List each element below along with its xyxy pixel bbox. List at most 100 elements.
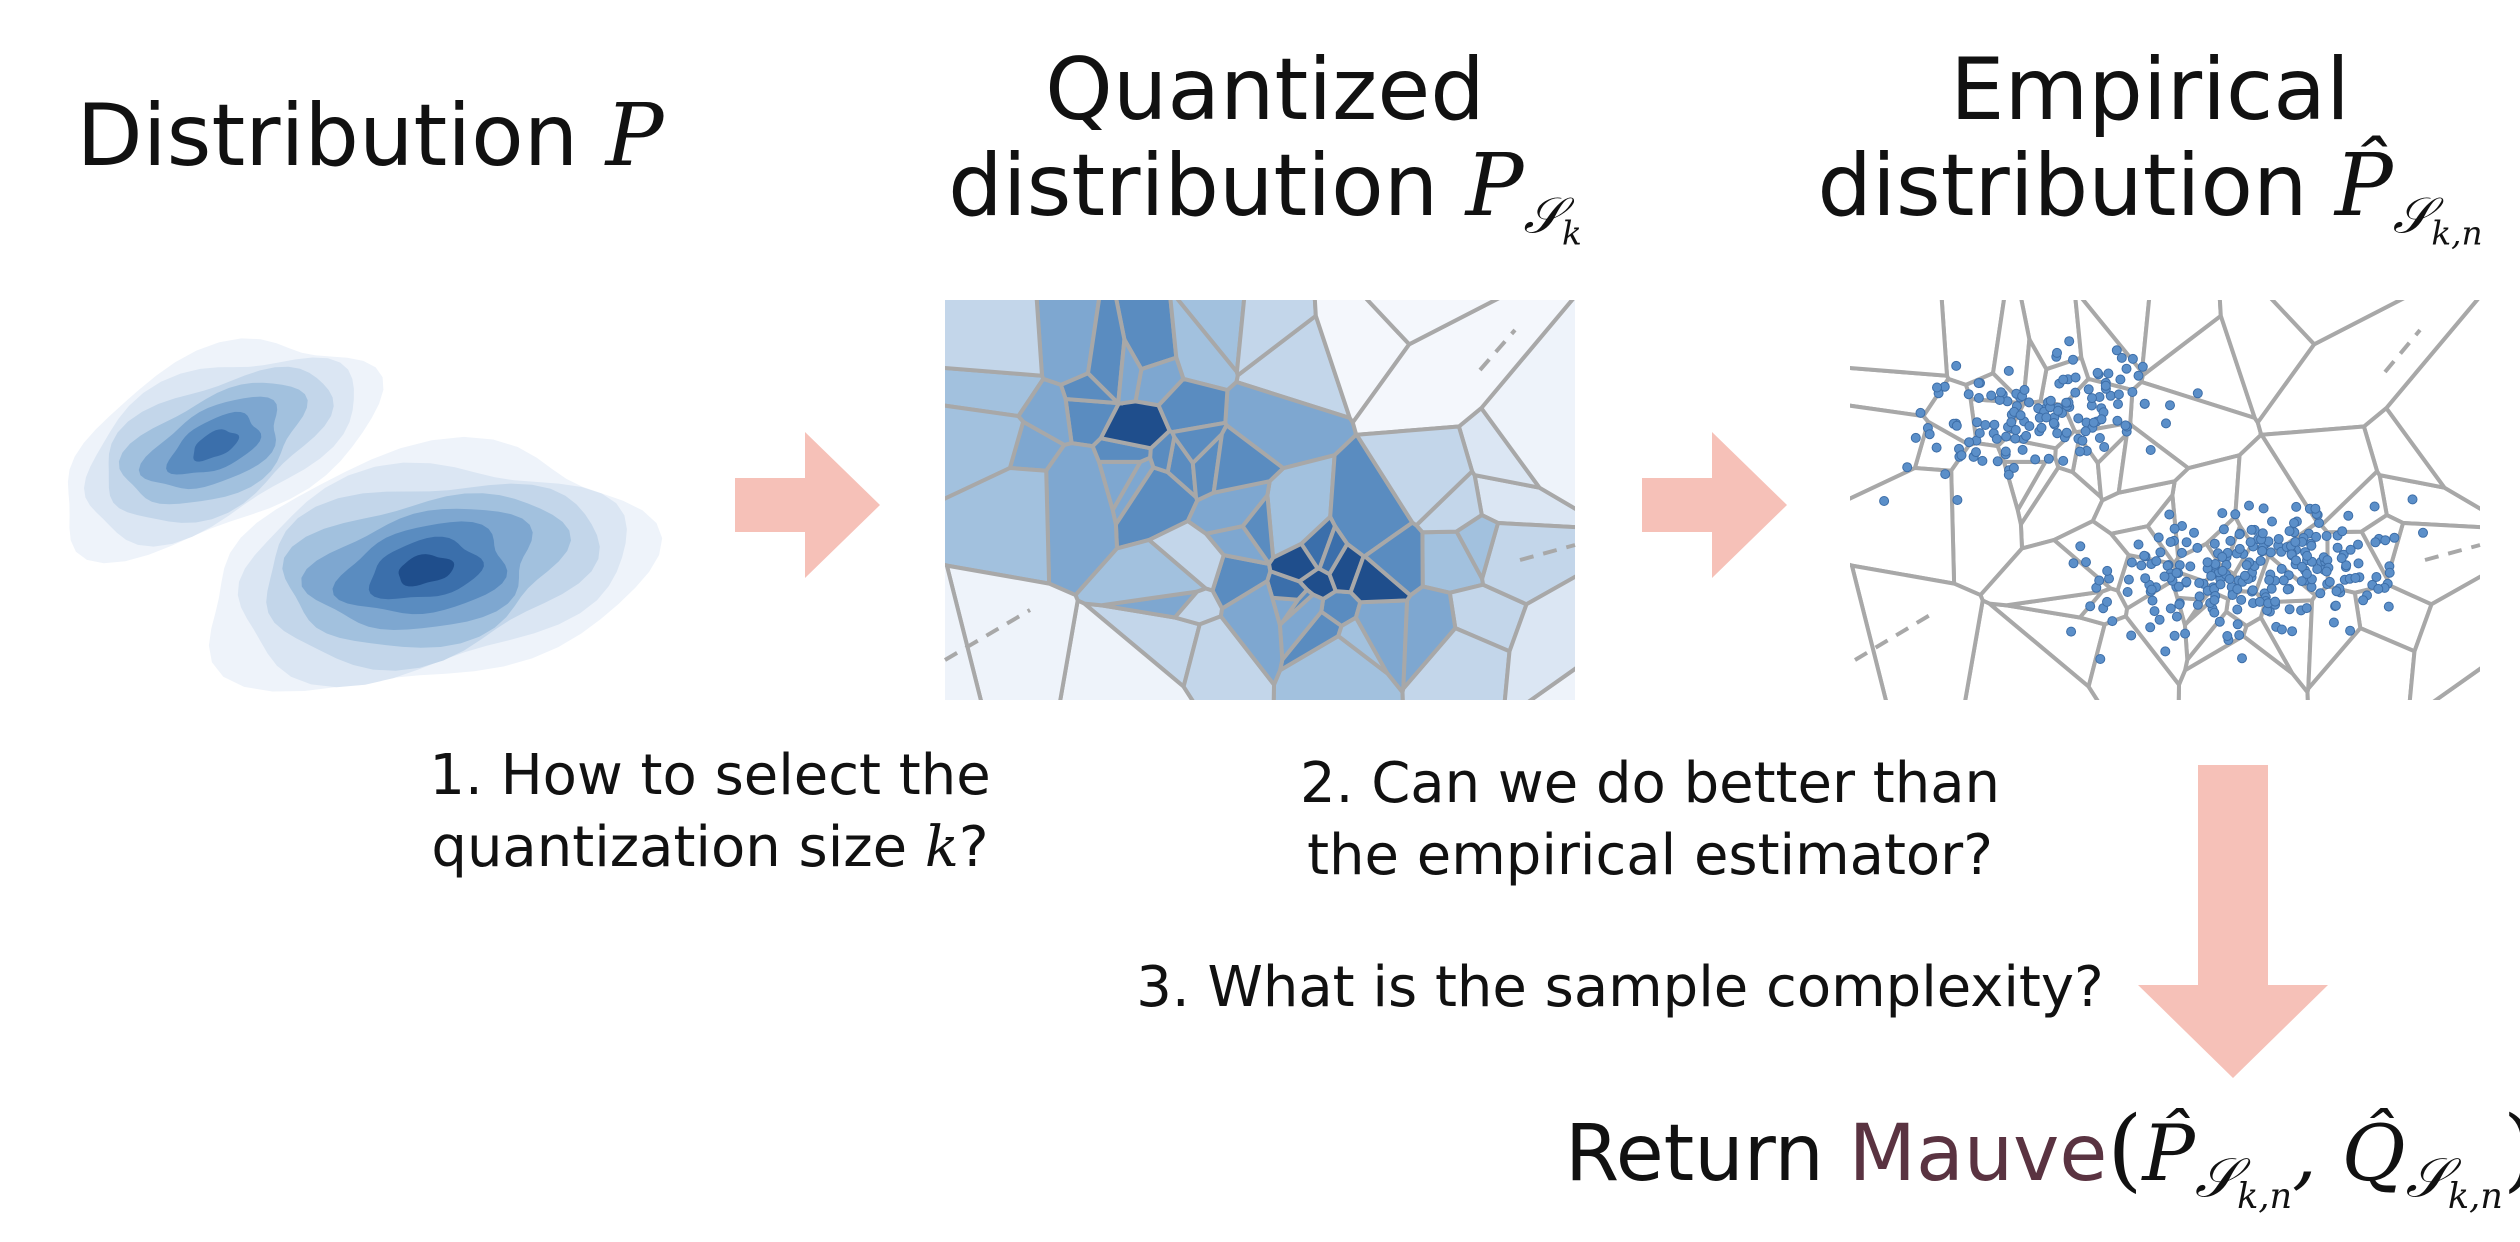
sample-point xyxy=(2224,574,2235,584)
voronoi-cell xyxy=(1015,376,1074,448)
sample-point xyxy=(2194,578,2205,588)
sample-point xyxy=(2053,405,2063,416)
sample-point xyxy=(1931,442,1942,453)
sample-point xyxy=(2068,558,2079,569)
sample-point xyxy=(2282,584,2293,595)
sample-point xyxy=(2266,583,2277,594)
voronoi-cell xyxy=(2269,300,2405,347)
sample-point xyxy=(2087,393,2097,404)
sample-point xyxy=(1989,419,2000,430)
sample-point xyxy=(2232,619,2243,630)
sample-point xyxy=(2003,365,2014,376)
sample-point xyxy=(2075,446,2085,457)
sample-point xyxy=(2241,560,2252,571)
sample-point xyxy=(2384,567,2395,578)
sample-point xyxy=(2070,387,2081,398)
sample-point xyxy=(1952,495,1963,505)
sample-point xyxy=(1902,462,1913,473)
sample-point xyxy=(2165,400,2175,411)
voronoi-cell xyxy=(1502,574,1575,700)
sample-point xyxy=(2321,566,2332,577)
sample-point xyxy=(2185,561,2196,572)
voronoi-cell xyxy=(945,465,1052,586)
sample-point xyxy=(1973,378,1984,389)
sample-point xyxy=(2311,531,2322,542)
sample-point xyxy=(2102,596,2112,607)
sample-point xyxy=(2122,587,2133,597)
sample-point xyxy=(2180,628,2191,639)
density-cluster-upper-left xyxy=(67,338,384,564)
sample-point xyxy=(2154,614,2165,625)
sample-point xyxy=(2369,501,2380,512)
sample-point xyxy=(1991,433,2002,444)
sample-point xyxy=(2257,545,2268,556)
sample-point xyxy=(2041,412,2052,423)
sample-point xyxy=(2273,534,2284,544)
density-contour-ring xyxy=(398,554,455,587)
sample-point xyxy=(2296,576,2307,587)
arrow-right-2-icon xyxy=(1642,432,1787,578)
sample-point xyxy=(2083,384,2094,395)
empirical-voronoi-diagram xyxy=(1850,300,2481,700)
voronoi-cell xyxy=(2407,574,2480,700)
sample-point xyxy=(2343,510,2354,521)
voronoi-cell xyxy=(1211,422,1287,496)
sample-point xyxy=(2353,539,2363,550)
sample-point xyxy=(2000,446,2011,457)
sample-point xyxy=(1972,417,1982,428)
sample-point xyxy=(2287,626,2298,637)
sample-point xyxy=(2314,518,2324,528)
sample-point xyxy=(2126,557,2137,568)
sample-point xyxy=(2081,557,2091,568)
sample-point xyxy=(2315,588,2326,599)
sample-point xyxy=(2181,537,2192,548)
sample-point xyxy=(2302,550,2312,561)
sample-point xyxy=(1986,390,1997,401)
sample-point xyxy=(2169,630,2180,641)
voronoi-cell xyxy=(1218,578,1285,689)
quantized-voronoi-diagram xyxy=(943,300,1576,700)
voronoi-cell xyxy=(1353,424,1475,528)
voronoi-cell xyxy=(1850,465,1957,586)
sample-point xyxy=(2171,611,2182,622)
sample-point xyxy=(2324,576,2335,587)
voronoi-cell xyxy=(1240,490,1276,568)
sample-point xyxy=(2297,561,2307,572)
voronoi-cell xyxy=(945,563,1080,700)
sample-point xyxy=(2030,454,2041,465)
sample-point xyxy=(2094,433,2105,443)
sample-point xyxy=(2234,543,2245,554)
sample-point xyxy=(2126,630,2137,641)
voronoi-cell xyxy=(1234,300,1318,379)
sample-point xyxy=(2353,558,2364,569)
sample-point xyxy=(2017,444,2028,455)
sample-point xyxy=(2331,586,2342,597)
sample-point xyxy=(2257,528,2268,539)
sample-point xyxy=(2345,625,2356,636)
sample-point xyxy=(2145,445,2156,455)
sample-point xyxy=(2024,421,2035,432)
arrow-down-icon xyxy=(2138,765,2328,1078)
sample-point xyxy=(2206,570,2217,581)
sample-points xyxy=(1879,336,2428,664)
voronoi-cell xyxy=(945,300,1045,378)
title-empirical-line2: distribution P̂𝒮k,n xyxy=(1817,136,2483,253)
sample-point xyxy=(2010,433,2021,444)
sample-point xyxy=(2061,397,2072,408)
sample-point xyxy=(2192,388,2203,399)
sample-point xyxy=(2092,367,2103,378)
sample-point xyxy=(2127,387,2138,397)
title-empirical-line1: Empirical xyxy=(1950,40,2350,140)
voronoi-cell xyxy=(1364,300,1500,347)
sample-point xyxy=(2052,428,2063,439)
sample-point xyxy=(2202,557,2213,568)
voronoi-cell xyxy=(1850,562,1888,700)
sample-point xyxy=(2310,503,2321,514)
sample-point xyxy=(1974,428,1985,439)
sample-point xyxy=(2358,595,2369,606)
sample-point xyxy=(2218,524,2229,535)
sample-point xyxy=(2245,537,2256,548)
sample-point xyxy=(2160,646,2171,657)
sample-point xyxy=(2240,570,2250,581)
sample-point xyxy=(2116,352,2127,363)
